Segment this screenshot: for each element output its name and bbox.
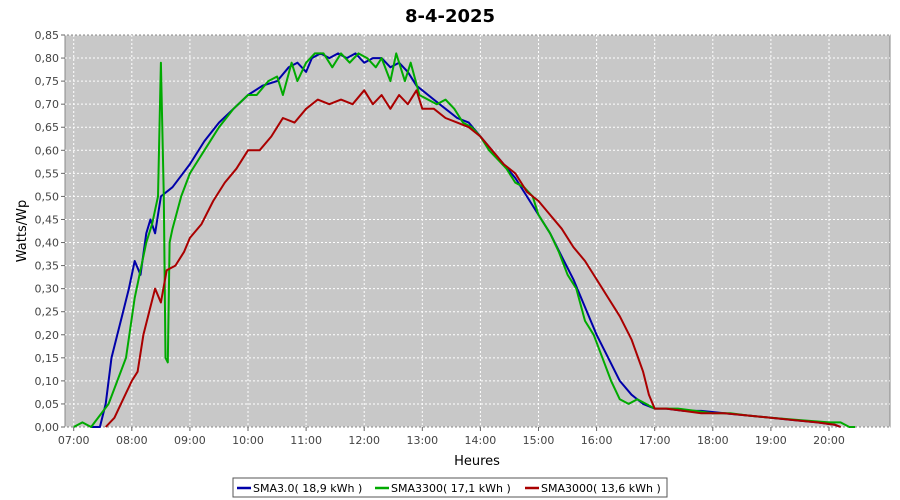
x-tick-label: 17:00 — [639, 434, 671, 447]
y-tick-label: 0,15 — [35, 352, 60, 365]
x-tick-label: 15:00 — [523, 434, 555, 447]
x-tick-label: 13:00 — [406, 434, 438, 447]
x-tick-label: 09:00 — [174, 434, 206, 447]
plot-area — [64, 34, 891, 428]
grid — [65, 34, 890, 428]
series-line-3 — [104, 89, 841, 428]
y-tick-label: 0,20 — [35, 329, 60, 342]
x-tick-label: 08:00 — [116, 434, 148, 447]
x-tick-label: 07:00 — [58, 434, 90, 447]
y-tick-label: 0,10 — [35, 375, 60, 388]
y-tick-label: 0,25 — [35, 306, 60, 319]
y-tick-label: 0,30 — [35, 283, 60, 296]
chart-title: 8-4-2025 — [405, 6, 495, 27]
y-tick-label: 0,40 — [35, 237, 60, 250]
x-axis-label: Heures — [454, 454, 500, 469]
legend-label-2: SMA3300( 17,1 kWh ) — [391, 482, 511, 495]
y-tick-label: 0,60 — [35, 144, 60, 157]
y-axis-label: Watts/Wp — [15, 200, 30, 262]
x-tick-label: 10:00 — [232, 434, 264, 447]
x-tick-label: 12:00 — [348, 434, 380, 447]
y-tick-label: 0,75 — [35, 75, 60, 88]
series-layer — [73, 52, 856, 428]
legend: SMA3.0( 18,9 kWh ) SMA3300( 17,1 kWh ) SMA… — [232, 477, 668, 498]
x-axis-ticks: 07:00 08:00 09:00 10:00 11:00 12:00 13:00 14:00… — [58, 427, 845, 447]
y-tick-label: 0,85 — [35, 29, 60, 42]
x-tick-label: 14:00 — [465, 434, 497, 447]
y-tick-label: 0,00 — [35, 421, 60, 434]
y-tick-label: 0,50 — [35, 190, 60, 203]
legend-label-3: SMA3000( 13,6 kWh ) — [541, 482, 661, 495]
x-tick-label: 16:00 — [581, 434, 613, 447]
x-tick-label: 20:00 — [813, 434, 845, 447]
legend-label-1: SMA3.0( 18,9 kWh ) — [253, 482, 362, 495]
x-tick-label: 11:00 — [290, 434, 322, 447]
x-tick-label: 18:00 — [697, 434, 729, 447]
y-tick-label: 0,55 — [35, 167, 60, 180]
legend-box — [232, 477, 668, 498]
y-axis-ticks: 0,00 0,05 0,10 0,15 0,20 0,25 0,30 0,35 0,40 0,45… — [35, 29, 65, 434]
y-tick-label: 0,45 — [35, 213, 60, 226]
y-tick-label: 0,65 — [35, 121, 60, 134]
y-tick-label: 0,05 — [35, 398, 60, 411]
y-tick-label: 0,80 — [35, 52, 60, 65]
series-line-2 — [73, 52, 856, 428]
x-tick-label: 19:00 — [755, 434, 787, 447]
y-tick-label: 0,35 — [35, 260, 60, 273]
y-tick-label: 0,70 — [35, 98, 60, 111]
